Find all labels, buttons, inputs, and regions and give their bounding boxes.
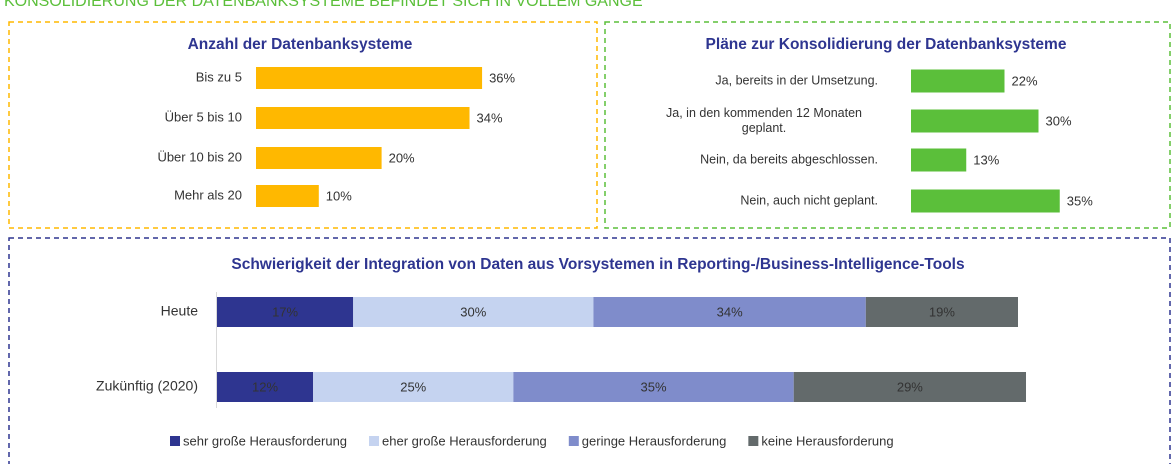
bar-segment	[217, 372, 314, 402]
category-label: Ja, in den kommenden 12 Monaten geplant.	[666, 106, 862, 135]
chart-title: Anzahl der Datenbanksysteme	[188, 36, 413, 53]
panel-border	[604, 21, 1171, 229]
category-label: Mehr als 20	[174, 187, 242, 202]
legend-swatch	[369, 436, 380, 446]
value-label: 20%	[389, 150, 415, 165]
value-label: 22%	[1012, 73, 1038, 88]
value-label: 10%	[326, 188, 352, 203]
legend-label: eher große Herausforderung	[382, 433, 547, 448]
value-label: 34%	[717, 304, 743, 319]
legend-label: sehr große Herausforderung	[183, 433, 347, 448]
value-label: 13%	[973, 152, 999, 167]
category-label: Heute	[161, 303, 199, 319]
chart-title: Schwierigkeit der Integration von Daten …	[231, 256, 964, 273]
bar	[911, 189, 1060, 213]
category-label: Zukünftig (2020)	[96, 378, 198, 394]
header-title: KONSOLIDIERUNG DER DATENBANKSYSTEME BEFI…	[4, 0, 643, 10]
legend-swatch	[170, 436, 180, 446]
category-label: Nein, da bereits abgeschlossen.	[700, 152, 878, 167]
bar-segment	[513, 372, 794, 402]
panel-border	[8, 21, 598, 229]
category-label: Über 10 bis 20	[157, 149, 242, 164]
bar	[911, 69, 1005, 93]
category-label: Bis zu 5	[196, 69, 242, 84]
value-label: 36%	[489, 70, 515, 85]
legend-swatch	[568, 436, 579, 446]
panel-border	[8, 237, 1171, 464]
category-label: Über 5 bis 10	[165, 109, 242, 124]
value-label: 29%	[897, 379, 923, 394]
value-label: 17%	[272, 304, 298, 319]
value-label: 12%	[252, 379, 278, 394]
category-label: Ja, bereits in der Umsetzung.	[715, 73, 878, 88]
value-label: 34%	[477, 110, 503, 125]
category-label: Nein, auch nicht geplant.	[740, 193, 878, 208]
bar	[256, 185, 319, 207]
bar-segment	[865, 297, 1018, 327]
value-label: 25%	[400, 379, 426, 394]
value-label: 30%	[460, 304, 486, 319]
chart-title: Pläne zur Konsolidierung der Datenbanksy…	[706, 36, 1067, 53]
value-label: 35%	[1067, 193, 1093, 208]
bar-segment	[313, 372, 514, 402]
value-label: 30%	[1046, 113, 1072, 128]
bar	[911, 109, 1039, 133]
legend-swatch	[748, 436, 759, 446]
bar-segment	[593, 297, 866, 327]
value-label: 35%	[641, 379, 667, 394]
legend-label: keine Herausforderung	[761, 433, 893, 448]
bar	[256, 67, 483, 89]
value-label: 19%	[929, 304, 955, 319]
legend-label: geringe Herausforderung	[582, 433, 727, 448]
bar-segment	[353, 297, 594, 327]
bar	[911, 148, 967, 172]
bar	[256, 107, 470, 129]
bar	[256, 147, 382, 169]
bar-segment	[793, 372, 1027, 402]
bar-segment	[217, 297, 354, 327]
